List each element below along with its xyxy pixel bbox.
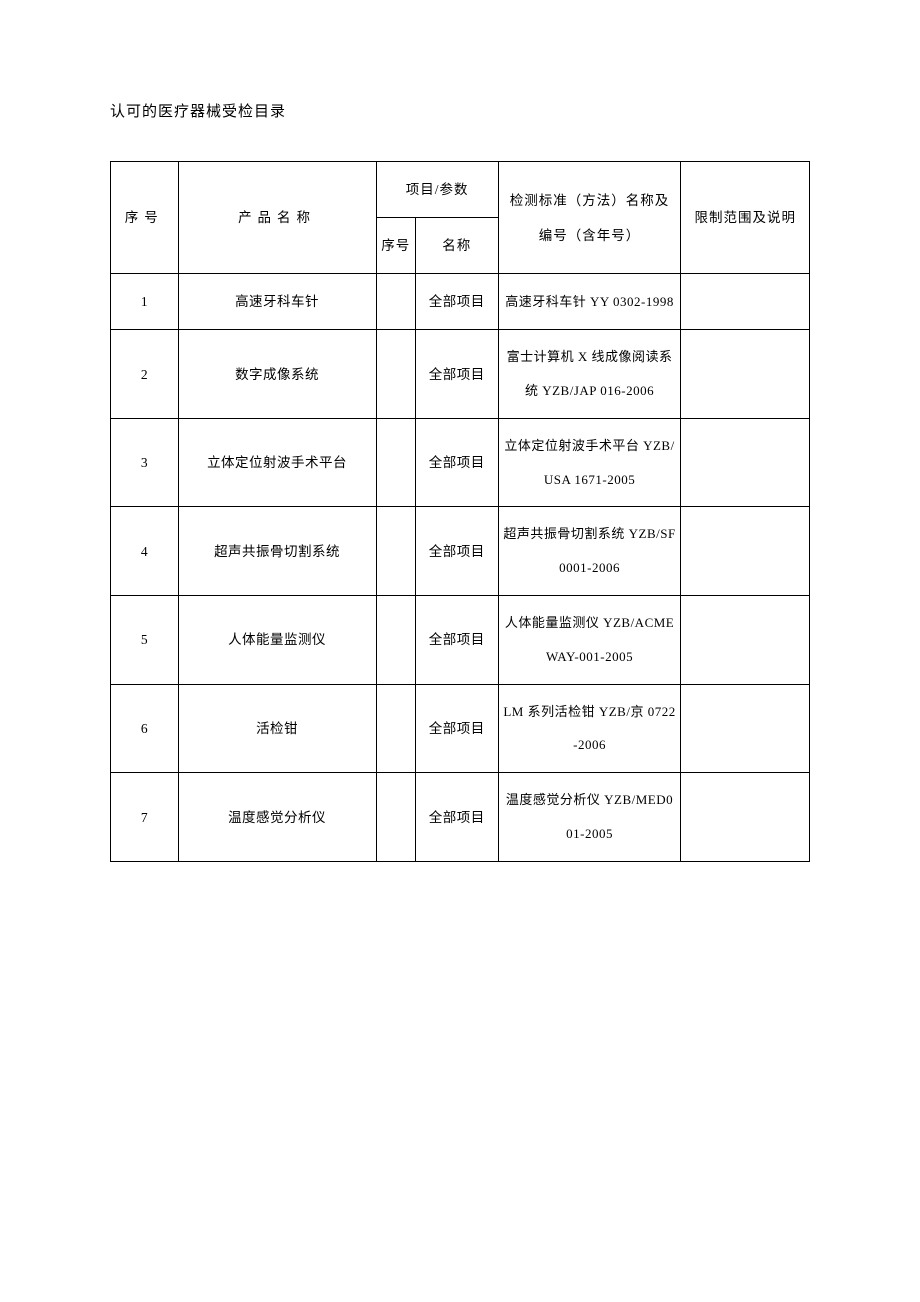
cell-standard: 立体定位射波手术平台 YZB/USA 1671-2005 [498,418,681,507]
cell-product: 数字成像系统 [178,330,376,419]
cell-limit [681,274,810,330]
table-row: 2 数字成像系统 全部项目 富士计算机 X 线成像阅读系统 YZB/JAP 01… [111,330,810,419]
table-row: 1 高速牙科车针 全部项目 高速牙科车针 YY 0302-1998 [111,274,810,330]
cell-sub-name: 全部项目 [415,773,498,862]
cell-sub-name: 全部项目 [415,274,498,330]
cell-product: 温度感觉分析仪 [178,773,376,862]
cell-sub-name: 全部项目 [415,596,498,685]
cell-product: 立体定位射波手术平台 [178,418,376,507]
cell-standard: 高速牙科车针 YY 0302-1998 [498,274,681,330]
table-row: 7 温度感觉分析仪 全部项目 温度感觉分析仪 YZB/MED001-2005 [111,773,810,862]
cell-sub-seq [376,330,415,419]
header-sub-seq: 序号 [376,218,415,274]
table-body: 1 高速牙科车针 全部项目 高速牙科车针 YY 0302-1998 2 数字成像… [111,274,810,862]
cell-standard: LM 系列活检钳 YZB/京 0722-2006 [498,684,681,773]
table-row: 6 活检钳 全部项目 LM 系列活检钳 YZB/京 0722-2006 [111,684,810,773]
header-param-group: 项目/参数 [376,162,498,218]
table-row: 3 立体定位射波手术平台 全部项目 立体定位射波手术平台 YZB/USA 167… [111,418,810,507]
header-sub-name: 名称 [415,218,498,274]
header-product: 产品名称 [178,162,376,274]
document-title: 认可的医疗器械受检目录 [110,100,810,121]
cell-product: 活检钳 [178,684,376,773]
table-row: 5 人体能量监测仪 全部项目 人体能量监测仪 YZB/ACMEWAY-001-2… [111,596,810,685]
cell-standard: 富士计算机 X 线成像阅读系统 YZB/JAP 016-2006 [498,330,681,419]
cell-standard: 人体能量监测仪 YZB/ACMEWAY-001-2005 [498,596,681,685]
cell-sub-name: 全部项目 [415,330,498,419]
cell-sub-name: 全部项目 [415,684,498,773]
cell-standard: 温度感觉分析仪 YZB/MED001-2005 [498,773,681,862]
cell-sub-name: 全部项目 [415,507,498,596]
cell-seq: 6 [111,684,179,773]
cell-standard: 超声共振骨切割系统 YZB/SF 0001-2006 [498,507,681,596]
cell-sub-seq [376,418,415,507]
cell-limit [681,773,810,862]
cell-sub-seq [376,596,415,685]
header-seq: 序号 [111,162,179,274]
cell-seq: 2 [111,330,179,419]
cell-sub-name: 全部项目 [415,418,498,507]
cell-limit [681,507,810,596]
cell-seq: 7 [111,773,179,862]
header-standard: 检测标准（方法）名称及编号（含年号） [498,162,681,274]
cell-sub-seq [376,274,415,330]
cell-product: 高速牙科车针 [178,274,376,330]
cell-product: 超声共振骨切割系统 [178,507,376,596]
table-row: 4 超声共振骨切割系统 全部项目 超声共振骨切割系统 YZB/SF 0001-2… [111,507,810,596]
header-limit: 限制范围及说明 [681,162,810,274]
cell-limit [681,418,810,507]
cell-seq: 5 [111,596,179,685]
cell-seq: 1 [111,274,179,330]
cell-sub-seq [376,684,415,773]
cell-sub-seq [376,507,415,596]
cell-limit [681,596,810,685]
catalog-table: 序号 产品名称 项目/参数 检测标准（方法）名称及编号（含年号） 限制范围及说明… [110,161,810,862]
cell-product: 人体能量监测仪 [178,596,376,685]
cell-sub-seq [376,773,415,862]
cell-limit [681,330,810,419]
cell-limit [681,684,810,773]
header-row-1: 序号 产品名称 项目/参数 检测标准（方法）名称及编号（含年号） 限制范围及说明 [111,162,810,218]
cell-seq: 3 [111,418,179,507]
cell-seq: 4 [111,507,179,596]
